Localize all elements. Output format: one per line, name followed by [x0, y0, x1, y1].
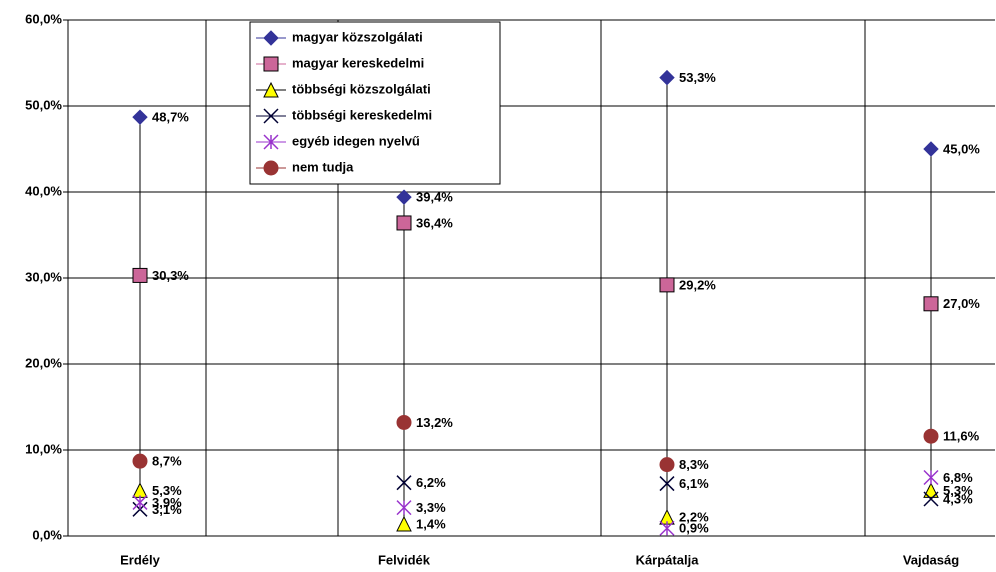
legend-marker	[263, 30, 279, 46]
data-label: 30,3%	[152, 268, 189, 283]
marker	[132, 453, 148, 469]
data-label: 8,3%	[679, 457, 709, 472]
data-label: 13,2%	[416, 415, 453, 430]
marker	[396, 189, 412, 205]
legend-box	[249, 21, 501, 185]
legend-marker	[263, 56, 279, 72]
marker	[659, 520, 675, 536]
data-label: 36,4%	[416, 215, 453, 230]
marker	[659, 476, 675, 492]
y-tick-label: 60,0%	[25, 11, 62, 26]
data-label: 6,1%	[679, 476, 709, 491]
marker	[923, 469, 939, 486]
marker	[923, 491, 939, 507]
data-label: 11,6%	[943, 429, 980, 444]
marker	[396, 475, 412, 491]
data-label: 39,4%	[416, 190, 453, 205]
data-label: 53,3%	[679, 70, 716, 85]
data-label: 8,7%	[152, 454, 182, 469]
marker	[923, 296, 939, 312]
x-tick-label: Vajdaság	[903, 552, 959, 567]
legend-label: magyar közszolgálati	[292, 29, 423, 44]
data-label: 1,4%	[416, 516, 446, 531]
x-tick-label: Kárpátalja	[636, 552, 700, 567]
legend-marker	[263, 134, 279, 150]
marker	[132, 267, 148, 283]
x-tick-label: Felvidék	[378, 552, 431, 567]
marker	[923, 141, 939, 157]
marker	[659, 69, 675, 86]
y-tick-label: 20,0%	[25, 355, 62, 370]
data-label: 5,3%	[152, 483, 182, 498]
legend-marker	[263, 108, 279, 124]
data-label: 4,3%	[943, 491, 973, 506]
marker	[396, 215, 412, 231]
marker	[132, 494, 148, 510]
data-label: 3,9%	[152, 495, 182, 510]
y-tick-label: 10,0%	[25, 441, 62, 456]
data-label: 3,1%	[152, 502, 182, 517]
marker	[132, 482, 148, 498]
marker	[659, 277, 675, 293]
data-label: 27,0%	[943, 296, 980, 311]
legend-marker	[263, 81, 279, 98]
x-tick-label: Erdély	[120, 552, 161, 567]
data-label: 5,3%	[943, 483, 973, 498]
data-label: 2,2%	[679, 510, 709, 525]
legend-label: nem tudja	[292, 159, 354, 174]
data-label: 6,2%	[416, 475, 446, 490]
y-tick-label: 50,0%	[25, 97, 62, 112]
y-tick-label: 40,0%	[25, 183, 62, 198]
legend-label: többségi közszolgálati	[292, 81, 431, 96]
legend-label: többségi kereskedelmi	[292, 107, 432, 122]
marker	[923, 428, 939, 444]
legend-label: egyéb idegen nyelvű	[292, 133, 420, 148]
y-tick-label: 0,0%	[32, 527, 62, 542]
marker	[396, 500, 412, 516]
data-label: 48,7%	[152, 110, 189, 125]
marker	[659, 457, 675, 473]
data-label: 45,0%	[943, 141, 980, 156]
legend-marker	[263, 160, 279, 176]
data-label: 3,3%	[416, 500, 446, 515]
data-label: 29,2%	[679, 277, 716, 292]
marker	[923, 482, 939, 498]
marker	[132, 109, 148, 125]
y-tick-label: 30,0%	[25, 269, 62, 284]
data-label: 6,8%	[943, 470, 973, 485]
data-label: 0,9%	[679, 521, 709, 536]
legend-label: magyar kereskedelmi	[292, 55, 424, 70]
marker	[396, 515, 412, 532]
marker	[396, 414, 412, 430]
